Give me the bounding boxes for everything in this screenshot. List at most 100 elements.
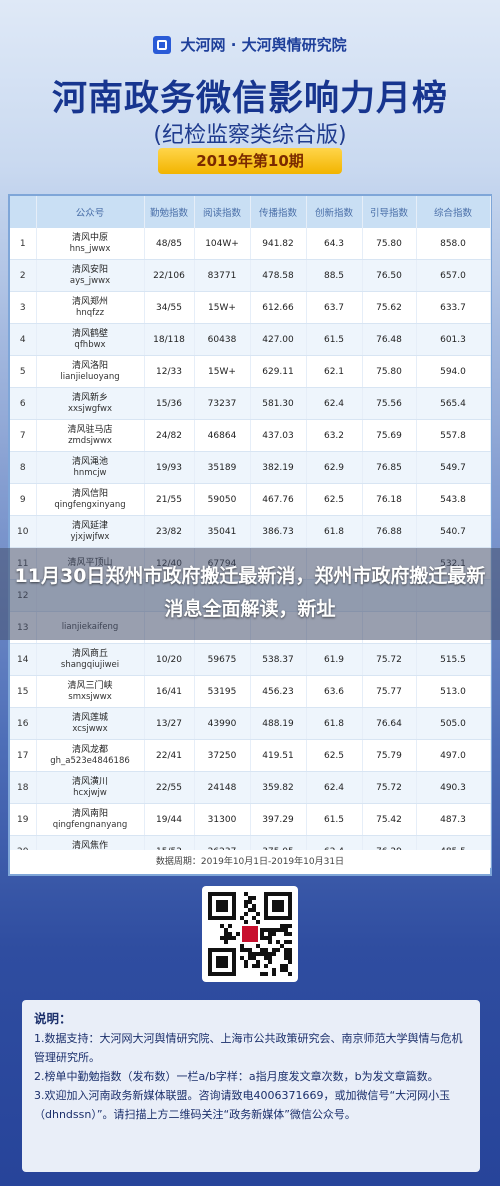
innovation-cell: 63.2 <box>306 419 363 452</box>
diligence-cell: 19/44 <box>144 803 195 836</box>
diligence-cell: 15/36 <box>144 387 195 420</box>
account-name: 清风龙都 <box>71 744 108 755</box>
account-cell: 清风三门峡 smxsjwwx <box>36 675 145 708</box>
account-name: 清风延津 <box>71 520 108 531</box>
rank-cell: 8 <box>10 451 37 484</box>
period-badge: 2019年第10期 <box>158 148 342 174</box>
diligence-cell: 22/106 <box>144 259 195 292</box>
spread-cell: 419.51 <box>250 739 307 772</box>
guidance-cell: 75.72 <box>362 643 417 676</box>
spread-cell: 538.37 <box>250 643 307 676</box>
innovation-cell: 61.8 <box>306 707 363 740</box>
account-name: 清风安阳 <box>71 264 108 275</box>
account-cell: 清风南阳 qingfengnanyang <box>36 803 145 836</box>
overall-cell: 543.8 <box>416 483 491 516</box>
reading-cell: 46864 <box>194 419 251 452</box>
diligence-cell: 10/20 <box>144 643 195 676</box>
guidance-cell: 76.18 <box>362 483 417 516</box>
guidance-cell: 75.42 <box>362 803 417 836</box>
col-diligence: 勤勉指数 <box>144 196 195 228</box>
table-row: 7 清风驻马店 zmdsjwwx 24/82 46864 437.03 63.2 75.69 5… <box>10 419 491 452</box>
rank-cell: 16 <box>10 707 37 740</box>
overall-cell: 557.8 <box>416 419 491 452</box>
overall-cell: 497.0 <box>416 739 491 772</box>
rank-cell: 19 <box>10 803 37 836</box>
rank-cell: 1 <box>10 228 37 260</box>
overall-cell: 505.0 <box>416 707 491 740</box>
reading-cell: 15W+ <box>194 355 251 388</box>
note-item: 3.欢迎加入河南政务新媒体联盟。咨询请致电4006371669，或加微信号“大河… <box>34 1089 451 1121</box>
table-row: 16 清风莲城 xcsjwwx 13/27 43990 488.19 61.8 76.64 50… <box>10 707 491 740</box>
overall-cell: 549.7 <box>416 451 491 484</box>
table-row: 14 清风商丘 shangqiujiwei 10/20 59675 538.37 61.9 7… <box>10 643 491 676</box>
reading-cell: 73237 <box>194 387 251 420</box>
spread-cell: 612.66 <box>250 291 307 324</box>
account-name: 清风潢川 <box>71 776 108 787</box>
overall-cell: 601.3 <box>416 323 491 356</box>
account-cell: 清风鹤壁 qfhbwx <box>36 323 145 356</box>
account-id: hnqfzz <box>75 307 105 318</box>
overall-cell: 633.7 <box>416 291 491 324</box>
note-item: 2.榜单中勤勉指数（发布数）一栏a/b字样：a指月度发文章次数，b为发文章篇数。 <box>34 1070 439 1083</box>
diligence-cell: 13/27 <box>144 707 195 740</box>
diligence-cell: 23/82 <box>144 515 195 548</box>
reading-cell: 35041 <box>194 515 251 548</box>
table-row: 17 清风龙都 gh_a523e4846186 22/41 37250 419.51 62.… <box>10 739 491 772</box>
innovation-cell: 62.9 <box>306 451 363 484</box>
account-name: 清风郑州 <box>71 296 108 307</box>
notes-heading: 说明： <box>34 1011 72 1026</box>
reading-cell: 35189 <box>194 451 251 484</box>
table-row: 8 清风渑池 hnmcjw 19/93 35189 382.19 62.9 76.85 549.… <box>10 451 491 484</box>
ranking-table: 公众号 勤勉指数 阅读指数 传播指数 创新指数 引导指数 综合指数 1 清风中原 h… <box>8 194 492 876</box>
innovation-cell: 63.6 <box>306 675 363 708</box>
account-cell: 清风莲城 xcsjwwx <box>36 707 145 740</box>
spread-cell: 427.00 <box>250 323 307 356</box>
rank-cell: 15 <box>10 675 37 708</box>
dahe-logo-icon <box>153 35 172 54</box>
rank-cell: 18 <box>10 771 37 804</box>
diligence-cell: 48/85 <box>144 228 195 260</box>
spread-cell: 467.76 <box>250 483 307 516</box>
spread-cell: 488.19 <box>250 707 307 740</box>
reading-cell: 43990 <box>194 707 251 740</box>
col-innovation: 创新指数 <box>306 196 363 228</box>
headline-text: 11月30日郑州市政府搬迁最新消，郑州市政府搬迁最新消息全面解读，新址 <box>14 565 486 620</box>
guidance-cell: 75.62 <box>362 291 417 324</box>
reading-cell: 60438 <box>194 323 251 356</box>
logo-row: 大河网 · 大河舆情研究院 <box>0 34 500 55</box>
overall-cell: 565.4 <box>416 387 491 420</box>
table-row: 6 清风新乡 xxsjwgfwx 15/36 73237 581.30 62.4 75.56 5… <box>10 387 491 420</box>
overall-cell: 594.0 <box>416 355 491 388</box>
account-cell: 清风信阳 qingfengxinyang <box>36 483 145 516</box>
table-row: 15 清风三门峡 smxsjwwx 16/41 53195 456.23 63.6 75.77… <box>10 675 491 708</box>
reading-cell: 59050 <box>194 483 251 516</box>
table-row: 10 清风延津 yjxjwjfwx 23/82 35041 386.73 61.8 76.88… <box>10 515 491 548</box>
table-row: 4 清风鹤壁 qfhbwx 18/118 60438 427.00 61.5 76.48 601… <box>10 323 491 356</box>
table-row: 9 清风信阳 qingfengxinyang 21/55 59050 467.76 62.5… <box>10 483 491 516</box>
logo-text: 大河网 · 大河舆情研究院 <box>180 36 347 54</box>
overall-cell: 490.3 <box>416 771 491 804</box>
spread-cell: 359.82 <box>250 771 307 804</box>
qr-code-icon <box>202 886 298 982</box>
account-name: 清风南阳 <box>71 808 108 819</box>
innovation-cell: 63.7 <box>306 291 363 324</box>
innovation-cell: 61.5 <box>306 323 363 356</box>
col-spread: 传播指数 <box>250 196 307 228</box>
spread-cell: 941.82 <box>250 228 307 260</box>
account-cell: 清风安阳 ays_jwwx <box>36 259 145 292</box>
account-cell: 清风新乡 xxsjwgfwx <box>36 387 145 420</box>
diligence-cell: 34/55 <box>144 291 195 324</box>
guidance-cell: 76.48 <box>362 323 417 356</box>
account-name: 清风商丘 <box>71 648 108 659</box>
guidance-cell: 76.64 <box>362 707 417 740</box>
diligence-cell: 16/41 <box>144 675 195 708</box>
account-id: hnmcjw <box>73 467 107 478</box>
overall-cell: 515.5 <box>416 643 491 676</box>
innovation-cell: 62.1 <box>306 355 363 388</box>
guidance-cell: 75.77 <box>362 675 417 708</box>
account-name: 清风驻马店 <box>67 424 113 435</box>
rank-cell: 10 <box>10 515 37 548</box>
diligence-cell: 24/82 <box>144 419 195 452</box>
headline-overlay <box>0 548 500 640</box>
spread-cell: 478.58 <box>250 259 307 292</box>
